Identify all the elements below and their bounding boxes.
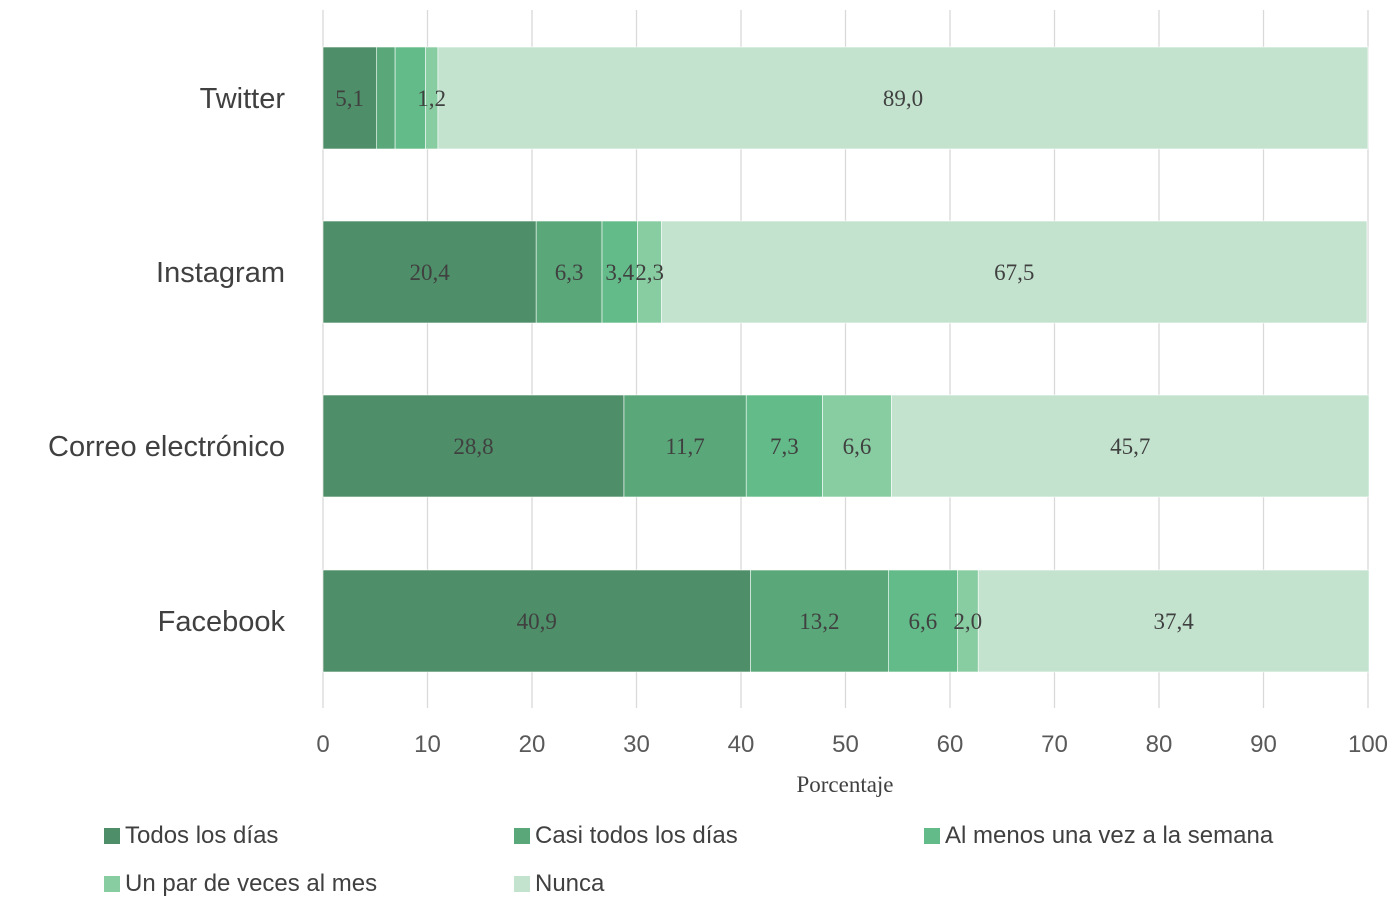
data-label: 40,9 <box>517 609 557 634</box>
bar-segment <box>375 46 396 150</box>
data-label: 5,1 <box>335 86 364 111</box>
category-label: Correo electrónico <box>48 431 285 463</box>
data-label: 20,4 <box>409 260 450 285</box>
x-tick-label: 10 <box>414 731 441 758</box>
x-tick-label: 60 <box>937 731 964 758</box>
data-label: 37,4 <box>1154 609 1195 634</box>
data-label: 3,4 <box>605 260 634 285</box>
data-label: 2,0 <box>953 609 982 634</box>
category-labels: Twitter Instagram Correo electrónico Facebo… <box>48 83 285 638</box>
x-tick-labels: 0 10 20 30 40 50 60 70 80 90 100 <box>316 731 1388 758</box>
data-label: 7,3 <box>770 434 799 459</box>
bar-segment <box>745 394 823 498</box>
x-tick-label: 0 <box>316 731 329 758</box>
x-tick-label: 100 <box>1348 731 1388 758</box>
bar-segment <box>637 220 662 324</box>
x-tick-label: 50 <box>832 731 859 758</box>
category-label: Facebook <box>158 606 286 638</box>
data-label: 89,0 <box>883 86 923 111</box>
x-tick-label: 90 <box>1250 731 1277 758</box>
x-tick-label: 30 <box>623 731 650 758</box>
category-label: Twitter <box>200 83 286 115</box>
data-label: 1,2 <box>417 86 446 111</box>
bar-segment <box>888 569 958 673</box>
x-tick-label: 40 <box>728 731 755 758</box>
x-tick-label: 80 <box>1146 731 1173 758</box>
data-label: 6,6 <box>843 434 872 459</box>
data-label: 6,3 <box>555 260 584 285</box>
bar-segment <box>977 569 1370 673</box>
bar-segment <box>437 46 1369 150</box>
bar-segment <box>891 394 1370 498</box>
category-label: Instagram <box>156 257 285 289</box>
data-label: 45,7 <box>1110 434 1150 459</box>
bar-segment <box>322 220 537 324</box>
x-tick-label: 20 <box>519 731 546 758</box>
data-label: 11,7 <box>665 434 704 459</box>
data-labels: 5,1 1,2 89,0 20,4 6,3 3,4 2,3 67,5 28,8 11,7 7,3 6,… <box>335 86 1194 634</box>
bar-segment <box>750 569 889 673</box>
bar-segment <box>322 569 751 673</box>
bar-segment <box>322 394 625 498</box>
bar-segment <box>623 394 747 498</box>
data-label: 28,8 <box>453 434 493 459</box>
x-tick-label: 70 <box>1041 731 1068 758</box>
x-axis-title: Porcentaje <box>796 772 893 797</box>
bars <box>322 46 1370 673</box>
bar-segment <box>601 220 638 324</box>
data-label: 6,6 <box>908 609 937 634</box>
data-label: 67,5 <box>994 260 1034 285</box>
bar-segment <box>322 46 377 150</box>
bar-segment <box>661 220 1368 324</box>
data-label: 2,3 <box>635 260 664 285</box>
data-label: 13,2 <box>799 609 839 634</box>
